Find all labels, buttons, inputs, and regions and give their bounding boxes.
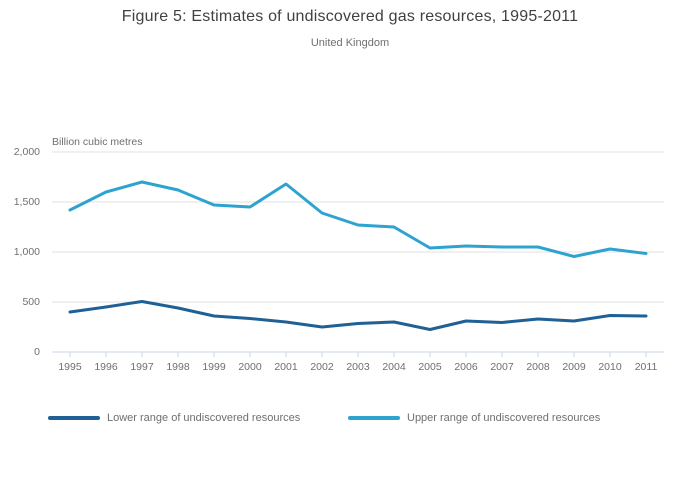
x-tick-label: 2001 [274, 361, 298, 373]
y-tick-label: 500 [22, 296, 40, 308]
x-tick-label: 1997 [130, 361, 154, 373]
y-tick-label: 2,000 [13, 146, 40, 158]
x-tick-label: 2005 [418, 361, 442, 373]
x-tick-label: 2007 [490, 361, 514, 373]
y-tick-label: 1,500 [13, 196, 40, 208]
y-axis-unit-label: Billion cubic metres [52, 136, 143, 148]
x-tick-label: 2006 [454, 361, 478, 373]
x-tick-label: 2011 [634, 361, 658, 373]
chart-subtitle: United Kingdom [310, 37, 390, 49]
y-tick-label: 0 [34, 346, 40, 358]
legend-label-lower-range: Lower range of undiscovered resources [107, 412, 301, 424]
series-line-0 [68, 300, 648, 331]
x-tick-label: 2003 [346, 361, 370, 373]
x-tick-label: 2000 [238, 361, 262, 373]
y-tick-label: 1,000 [13, 246, 40, 258]
legend-label-upper-range: Upper range of undiscovered resources [407, 412, 601, 424]
x-tick-label: 2008 [526, 361, 550, 373]
legend-swatch-upper-range [348, 416, 400, 420]
x-tick-label: 1998 [166, 361, 190, 373]
series-line-1 [68, 180, 648, 258]
chart-title: Figure 5: Estimates of undiscovered gas … [121, 8, 579, 25]
x-tick-label: 2002 [310, 361, 334, 373]
legend-item-upper-range: Upper range of undiscovered resources [348, 411, 600, 425]
legend-swatch-lower-range [48, 416, 100, 420]
x-tick-label: 2009 [562, 361, 586, 373]
x-tick-label: 1996 [94, 361, 118, 373]
x-tick-label: 1995 [58, 361, 82, 373]
legend-item-lower-range: Lower range of undiscovered resources [48, 411, 300, 425]
chart-plot-area [52, 151, 664, 357]
x-tick-label: 2010 [598, 361, 622, 373]
x-tick-label: 1999 [202, 361, 226, 373]
x-tick-label: 2004 [382, 361, 406, 373]
